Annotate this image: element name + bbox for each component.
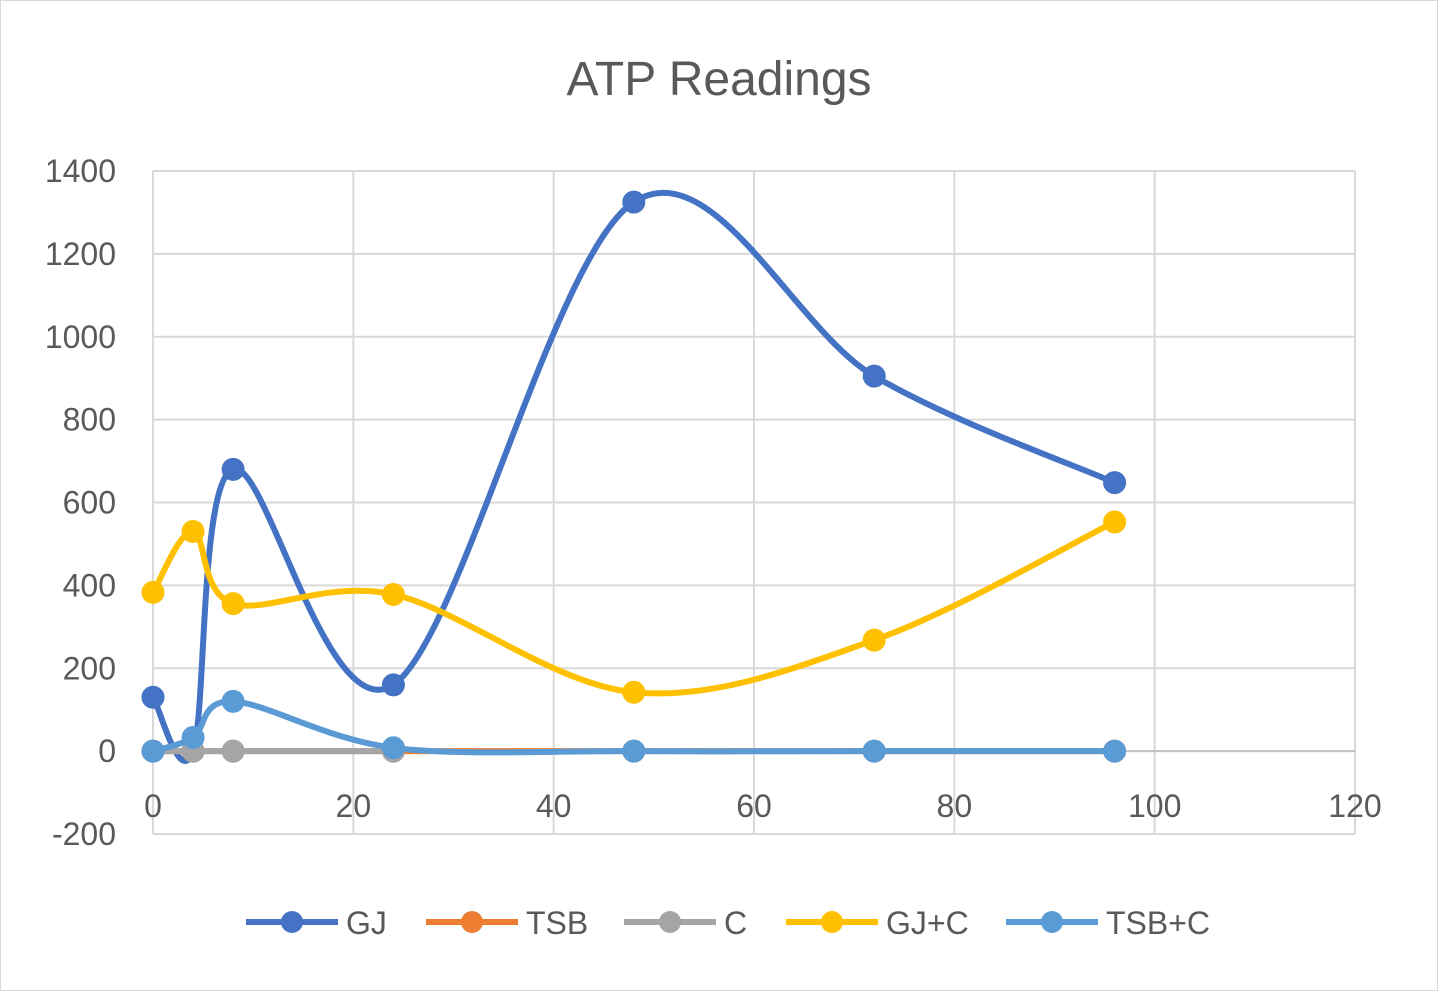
x-tick-label-3: 60 bbox=[736, 788, 772, 824]
tick-labels: -200 0 200 400 600 800 1000 1200 1400 0 20 40 60 80 10… bbox=[45, 153, 1382, 852]
data-point-3-4 bbox=[622, 680, 646, 704]
data-point-0-5 bbox=[862, 364, 886, 388]
x-tick-label-2: 40 bbox=[536, 788, 572, 824]
series-gj bbox=[141, 190, 1127, 764]
legend-label-3: GJ+C bbox=[886, 905, 969, 941]
legend-label-0: GJ bbox=[346, 905, 387, 941]
series-line-3 bbox=[150, 518, 1118, 697]
data-point-4-5 bbox=[862, 739, 886, 763]
y-tick-label-2: 200 bbox=[63, 650, 116, 686]
data-point-0-4 bbox=[622, 190, 646, 214]
chart-title: ATP Readings bbox=[566, 53, 871, 106]
legend[interactable]: GJ TSB C GJ+C TSB+C bbox=[246, 905, 1210, 941]
x-tick-label-4: 80 bbox=[937, 788, 973, 824]
legend-swatch-marker-2 bbox=[659, 911, 681, 933]
legend-label-4: TSB+C bbox=[1106, 905, 1210, 941]
x-tick-label-5: 100 bbox=[1128, 788, 1181, 824]
y-tick-label-4: 600 bbox=[63, 485, 116, 521]
data-point-3-0 bbox=[141, 580, 165, 604]
gridlines bbox=[152, 170, 1356, 835]
series-tsb-plus-c bbox=[141, 689, 1127, 763]
y-tick-label-8: 1400 bbox=[45, 153, 116, 189]
legend-swatch-marker-1 bbox=[461, 911, 483, 933]
data-point-3-6 bbox=[1103, 510, 1127, 534]
y-tick-label-6: 1000 bbox=[45, 319, 116, 355]
data-point-4-3 bbox=[381, 736, 405, 760]
data-point-0-3 bbox=[381, 673, 405, 697]
series-layer bbox=[141, 190, 1127, 764]
legend-label-1: TSB bbox=[526, 905, 588, 941]
y-tick-label-3: 400 bbox=[63, 567, 116, 603]
y-tick-label-5: 800 bbox=[63, 402, 116, 438]
legend-swatch-marker-0 bbox=[281, 911, 303, 933]
x-tick-label-1: 20 bbox=[336, 788, 372, 824]
data-point-3-3 bbox=[381, 582, 405, 606]
data-point-0-2 bbox=[221, 457, 245, 481]
data-point-2-2 bbox=[221, 739, 245, 763]
x-tick-label-6: 120 bbox=[1328, 788, 1381, 824]
legend-item-3[interactable]: GJ+C bbox=[786, 905, 969, 941]
data-point-4-1 bbox=[181, 725, 205, 749]
legend-label-2: C bbox=[724, 905, 747, 941]
data-point-4-6 bbox=[1103, 739, 1127, 763]
series-line-4 bbox=[150, 698, 1118, 756]
data-point-3-2 bbox=[221, 592, 245, 616]
data-point-0-6 bbox=[1103, 471, 1127, 495]
legend-swatch-marker-4 bbox=[1041, 911, 1063, 933]
y-tick-label-7: 1200 bbox=[45, 236, 116, 272]
x-tick-label-0: 0 bbox=[144, 788, 162, 824]
y-tick-label-1: 0 bbox=[98, 733, 116, 769]
series-gj-plus-c bbox=[141, 510, 1127, 704]
data-point-0-0 bbox=[141, 685, 165, 709]
data-point-4-2 bbox=[221, 689, 245, 713]
data-point-3-5 bbox=[862, 628, 886, 652]
data-point-3-1 bbox=[181, 520, 205, 544]
legend-item-4[interactable]: TSB+C bbox=[1006, 905, 1210, 941]
legend-swatch-marker-3 bbox=[821, 911, 843, 933]
y-tick-label-0: -200 bbox=[52, 816, 116, 852]
series-line-0 bbox=[150, 190, 1118, 764]
data-point-4-0 bbox=[141, 739, 165, 763]
data-point-4-4 bbox=[622, 739, 646, 763]
legend-item-2[interactable]: C bbox=[624, 905, 747, 941]
legend-item-0[interactable]: GJ bbox=[246, 905, 387, 941]
legend-item-1[interactable]: TSB bbox=[426, 905, 588, 941]
